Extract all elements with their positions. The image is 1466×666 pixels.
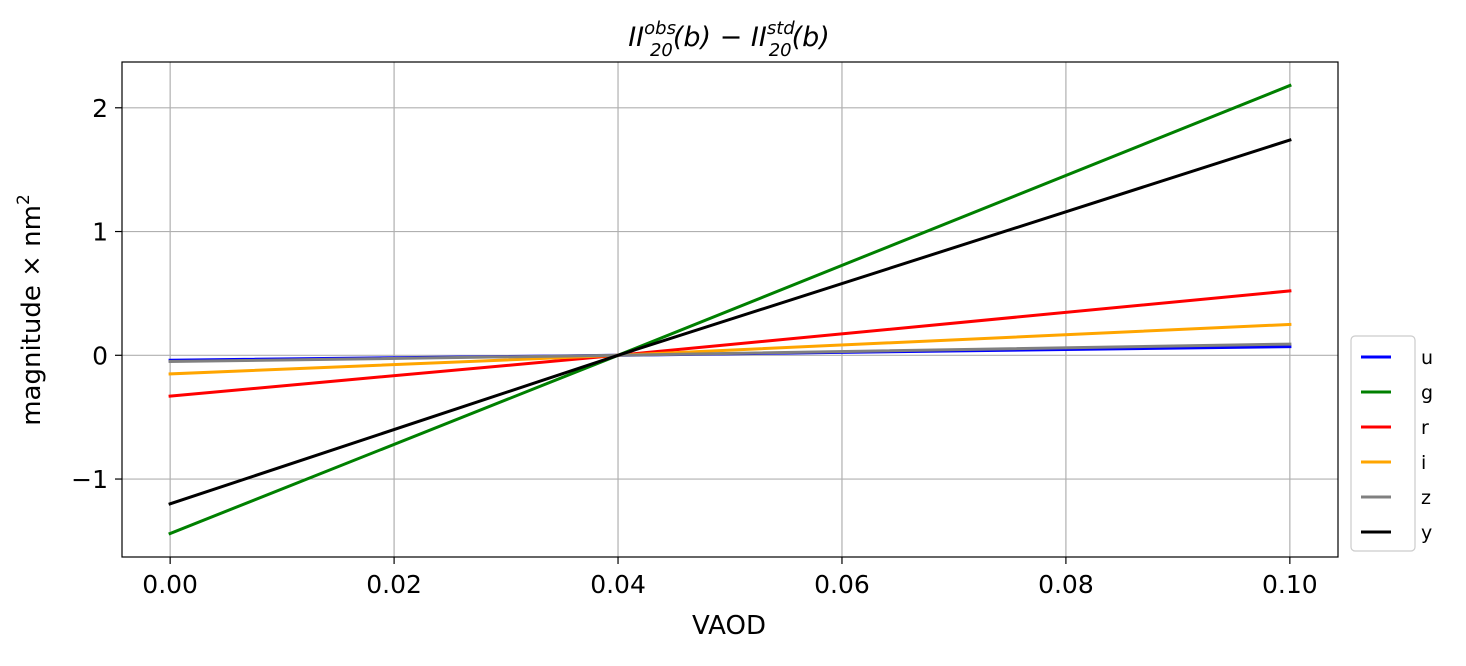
y-axis-ticks: −1 0 1 2 (71, 94, 122, 494)
y-tick-label: 2 (92, 94, 108, 123)
legend-label-z: z (1421, 487, 1431, 509)
series-line-y (168, 138, 1292, 506)
legend-label-r: r (1421, 417, 1429, 439)
series-line-z (168, 342, 1292, 364)
series-line-r (168, 289, 1292, 398)
plot-frame (121, 61, 1339, 558)
legend-label-g: g (1421, 382, 1433, 404)
x-tick-label: 0.04 (590, 570, 646, 599)
legend-box (1350, 335, 1416, 552)
x-axis-ticks: 0.00 0.02 0.04 0.06 0.08 0.10 (142, 557, 1318, 599)
y-tick-label: 0 (92, 341, 108, 370)
series-lines (168, 83, 1292, 536)
x-axis-label: VAOD (692, 611, 766, 641)
legend-label-i: i (1421, 452, 1426, 474)
chart-title: IIobs 20(b) − IIstd 20(b) (628, 18, 830, 61)
y-tick-label: −1 (71, 465, 108, 494)
x-tick-label: 0.02 (366, 570, 422, 599)
grid (122, 62, 1338, 557)
x-tick-label: 0.08 (1038, 570, 1094, 599)
series-line-g (168, 83, 1292, 536)
x-tick-label: 0.06 (814, 570, 870, 599)
legend-label-y: y (1421, 522, 1432, 544)
x-tick-label: 0.10 (1262, 570, 1318, 599)
legend-label-u: u (1421, 347, 1433, 369)
y-axis-label: magnitude × nm2 (14, 194, 47, 426)
y-tick-label: 1 (92, 218, 108, 247)
x-tick-label: 0.00 (142, 570, 198, 599)
